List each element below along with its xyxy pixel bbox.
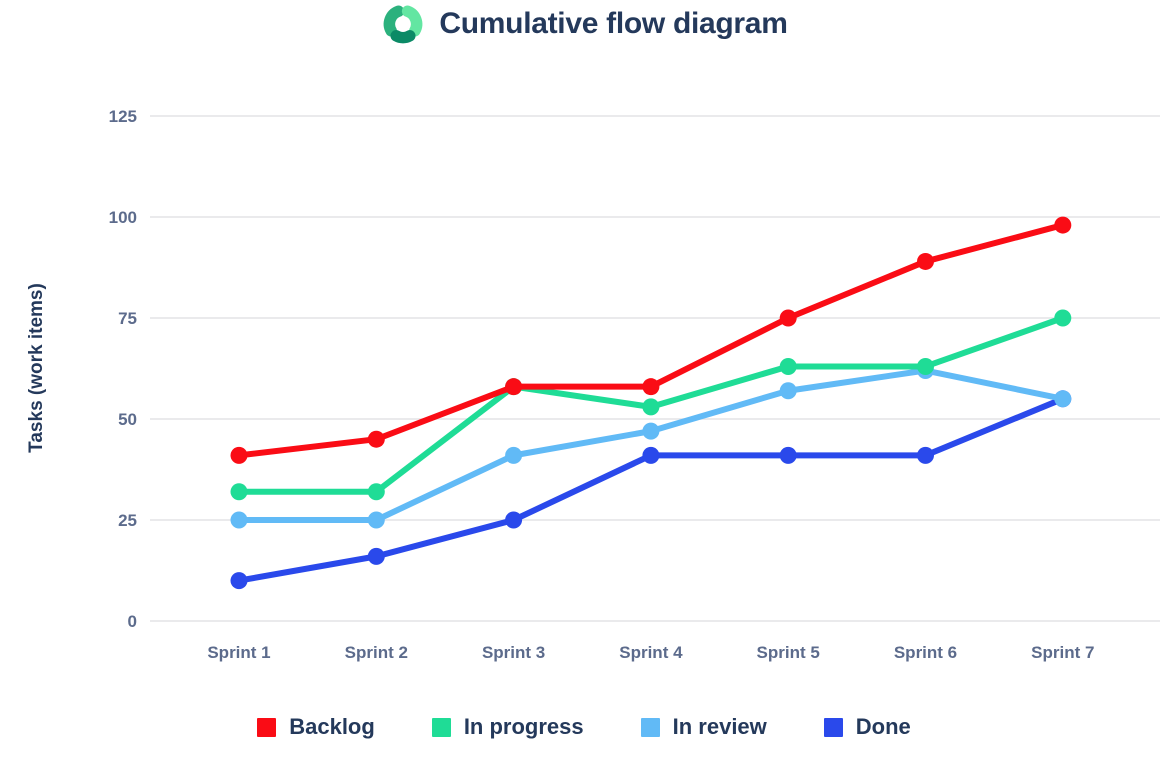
legend-swatch-in-review <box>640 717 660 737</box>
y-tick-label-25: 25 <box>118 511 137 530</box>
legend-label-backlog: Backlog <box>289 714 375 739</box>
y-tick-label-100: 100 <box>109 208 137 227</box>
data-point-in-review-sprint-1 <box>230 511 248 529</box>
legend-label-in-review: In review <box>672 714 767 739</box>
data-point-done-sprint-1 <box>230 572 248 590</box>
logo-segment-right <box>402 5 423 37</box>
data-point-in-review-sprint-7 <box>1054 390 1072 408</box>
data-point-backlog-sprint-5 <box>779 309 797 327</box>
data-point-done-sprint-5 <box>779 446 797 464</box>
series-line-backlog <box>236 222 1066 459</box>
legend-label-done: Done <box>855 714 911 739</box>
x-axis-label-1: Sprint 1 <box>207 643 270 662</box>
data-point-backlog-sprint-3 <box>505 378 523 396</box>
x-axis-label-4: Sprint 4 <box>619 643 683 662</box>
legend-item-backlog: Backlog <box>257 714 375 740</box>
data-point-backlog-sprint-7 <box>1054 216 1072 234</box>
chart-header: Cumulative flow diagram <box>0 2 1168 46</box>
logo-segment-bottom <box>390 30 416 44</box>
legend-swatch-backlog <box>257 717 277 737</box>
x-axis-label-3: Sprint 3 <box>482 643 545 662</box>
x-axis-label-2: Sprint 2 <box>345 643 408 662</box>
legend-swatch-in-progress <box>431 717 451 737</box>
y-tick-label-0: 0 <box>128 612 137 631</box>
legend-label-in-progress: In progress <box>463 714 584 739</box>
x-axis-label-7: Sprint 7 <box>1031 643 1094 662</box>
y-tick-label-75: 75 <box>118 309 137 328</box>
data-point-backlog-sprint-2 <box>367 430 385 448</box>
data-point-in-review-sprint-4 <box>642 422 660 440</box>
data-point-in-progress-sprint-2 <box>367 483 385 501</box>
data-point-backlog-sprint-6 <box>917 252 934 270</box>
y-tick-label-50: 50 <box>118 410 137 429</box>
page-title: Cumulative flow diagram <box>439 7 788 40</box>
legend-swatch-done <box>823 717 843 737</box>
cycle-arrows-icon <box>384 5 423 44</box>
x-axis-label-6: Sprint 6 <box>894 643 957 662</box>
x-axis-label-5: Sprint 5 <box>757 643 820 662</box>
data-point-in-progress-sprint-7 <box>1054 309 1072 327</box>
data-point-in-review-sprint-2 <box>367 511 385 529</box>
data-point-in-review-sprint-3 <box>505 446 523 464</box>
data-point-in-review-sprint-5 <box>779 382 797 400</box>
data-point-in-progress-sprint-5 <box>779 357 797 375</box>
legend-item-in-review: In review <box>640 714 767 740</box>
legend-item-in-progress: In progress <box>431 714 584 740</box>
data-point-in-progress-sprint-4 <box>642 398 660 416</box>
data-point-in-progress-sprint-1 <box>230 483 248 501</box>
legend-item-done: Done <box>823 714 911 740</box>
data-point-done-sprint-3 <box>505 511 523 529</box>
chart-legend: Backlog In progress In review Done <box>0 714 1168 740</box>
logo-segment-left <box>384 5 405 37</box>
data-point-done-sprint-4 <box>642 446 660 464</box>
data-point-in-progress-sprint-6 <box>917 357 934 375</box>
data-point-backlog-sprint-1 <box>230 446 248 464</box>
data-point-backlog-sprint-4 <box>642 378 660 396</box>
y-tick-label-125: 125 <box>109 107 137 126</box>
data-point-done-sprint-2 <box>367 547 385 565</box>
data-point-done-sprint-6 <box>917 446 934 464</box>
